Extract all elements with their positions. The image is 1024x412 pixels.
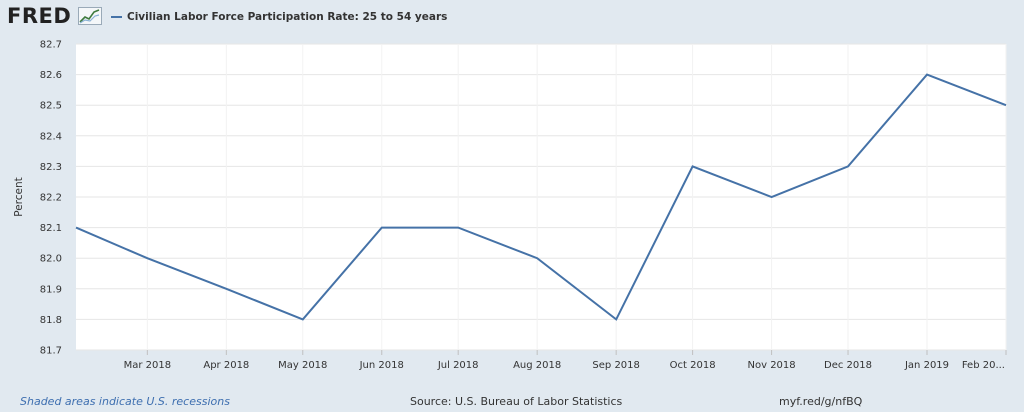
- line-chart: 81.7 81.8 81.9 82.0 82.1 82.2 82.3 82.4 82.5 82.6…: [13, 40, 1012, 371]
- fred-logo[interactable]: FRED: [7, 4, 72, 28]
- y-tick-label: 82.0: [40, 254, 62, 265]
- x-tick-label: Jun 2018: [359, 360, 404, 371]
- y-tick-label: 82.2: [40, 193, 62, 204]
- y-tick-label: 81.9: [40, 284, 62, 295]
- data-point[interactable]: [220, 283, 232, 295]
- series-group: [70, 69, 1012, 325]
- y-tick-label: 81.7: [40, 346, 62, 357]
- data-point[interactable]: [610, 313, 622, 325]
- data-point[interactable]: [842, 160, 854, 172]
- data-point[interactable]: [297, 313, 309, 325]
- y-tick-label: 82.1: [40, 223, 62, 234]
- data-point[interactable]: [921, 69, 933, 81]
- y-axis-title: Percent: [13, 177, 25, 217]
- y-tick-label: 82.4: [40, 131, 62, 142]
- y-tick-label: 82.5: [40, 101, 62, 112]
- data-point[interactable]: [687, 160, 699, 172]
- legend-label: Civilian Labor Force Participation Rate:…: [127, 11, 448, 23]
- y-tick-label: 82.7: [40, 40, 62, 51]
- x-tick-label: Oct 2018: [670, 360, 716, 371]
- x-tick-label: Apr 2018: [203, 360, 249, 371]
- x-axis-ticks: Mar 2018 Apr 2018 May 2018 Jun 2018 Jul 2018…: [124, 350, 1007, 371]
- x-tick-label: Mar 2018: [124, 360, 172, 371]
- data-point[interactable]: [141, 252, 153, 264]
- y-axis-ticks: 81.7 81.8 81.9 82.0 82.1 82.2 82.3 82.4 82.5 82.6…: [40, 40, 62, 357]
- x-tick-label: May 2018: [278, 360, 327, 371]
- x-tick-label: Nov 2018: [748, 360, 796, 371]
- data-point[interactable]: [70, 222, 82, 234]
- data-point[interactable]: [766, 191, 778, 203]
- recessions-note-link[interactable]: Shaded areas indicate U.S. recessions: [20, 395, 230, 408]
- y-tick-label: 82.3: [40, 162, 62, 173]
- x-tick-label: Dec 2018: [824, 360, 872, 371]
- x-tick-label: Feb 20...: [962, 360, 1005, 371]
- chart-header: FRED Civilian Labor Force Participation …: [0, 0, 1024, 36]
- y-tick-label: 82.6: [40, 70, 62, 81]
- short-url[interactable]: myf.red/g/nfBQ: [779, 395, 863, 408]
- source-text: Source: U.S. Bureau of Labor Statistics: [410, 395, 623, 408]
- x-tick-label: Aug 2018: [513, 360, 561, 371]
- legend-swatch: [111, 16, 122, 18]
- chart-legend[interactable]: Civilian Labor Force Participation Rate:…: [111, 10, 447, 24]
- data-point[interactable]: [452, 222, 464, 234]
- y-tick-label: 81.8: [40, 315, 62, 326]
- trend-chart-icon: [78, 7, 102, 25]
- x-tick-label: Sep 2018: [592, 360, 639, 371]
- data-point[interactable]: [1000, 99, 1012, 111]
- chart-footer: Shaded areas indicate U.S. recessions So…: [0, 392, 1024, 412]
- x-tick-label: Jul 2018: [437, 360, 479, 371]
- gridlines: [76, 43, 1007, 351]
- data-point[interactable]: [376, 222, 388, 234]
- series-line[interactable]: [75, 73, 1007, 321]
- x-tick-label: Jan 2019: [904, 360, 949, 371]
- data-point[interactable]: [531, 252, 543, 264]
